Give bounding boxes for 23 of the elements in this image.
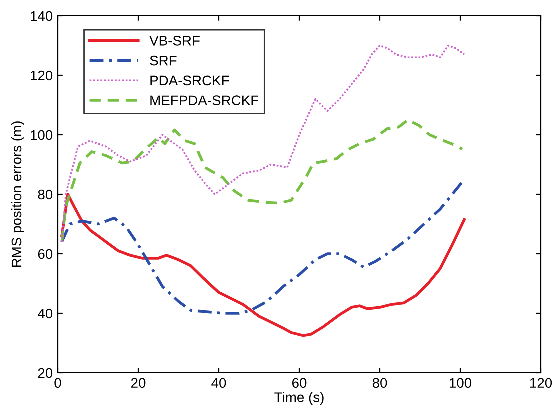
y-tick-label: 20 bbox=[38, 368, 53, 378]
x-tick-label: 100 bbox=[450, 378, 472, 388]
x-tick-label: 0 bbox=[54, 378, 62, 388]
y-tick-label: 40 bbox=[38, 308, 53, 319]
legend-label: MEFPDA-SRCKF bbox=[150, 96, 259, 106]
line-series bbox=[61, 44, 466, 244]
legend-label: VB-SRF bbox=[150, 36, 200, 46]
x-tick-label: 60 bbox=[292, 378, 307, 388]
y-tick-label: 80 bbox=[38, 190, 53, 200]
y-tick-label: 100 bbox=[31, 130, 53, 140]
legend-label: SRF bbox=[150, 56, 177, 66]
line-series bbox=[60, 193, 466, 338]
y-tick-label: 60 bbox=[38, 249, 53, 260]
x-tick-label: 40 bbox=[212, 378, 226, 388]
x-tick-label: 20 bbox=[131, 378, 146, 388]
y-tick-label: 140 bbox=[31, 11, 53, 22]
line-series bbox=[60, 118, 464, 244]
y-axis-title: RMS position errors (m) bbox=[11, 122, 24, 268]
y-tick-label: 120 bbox=[31, 70, 53, 81]
x-tick-label: 80 bbox=[372, 378, 388, 388]
legend-label: PDA-SRCKF bbox=[150, 76, 230, 86]
x-tick-label: 120 bbox=[530, 378, 552, 388]
x-axis-title: Time (s) bbox=[274, 392, 324, 406]
